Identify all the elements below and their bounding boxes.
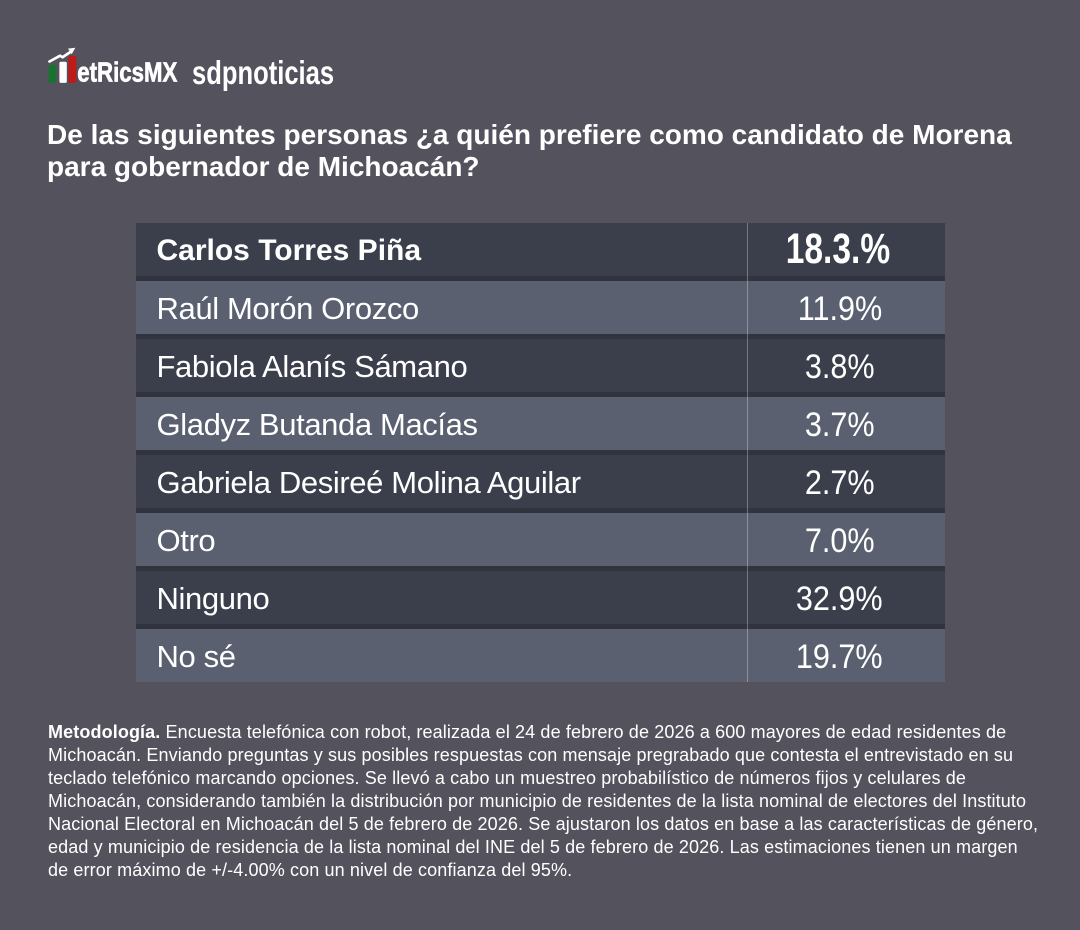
- svg-text:etRicsMX: etRicsMX: [77, 56, 178, 87]
